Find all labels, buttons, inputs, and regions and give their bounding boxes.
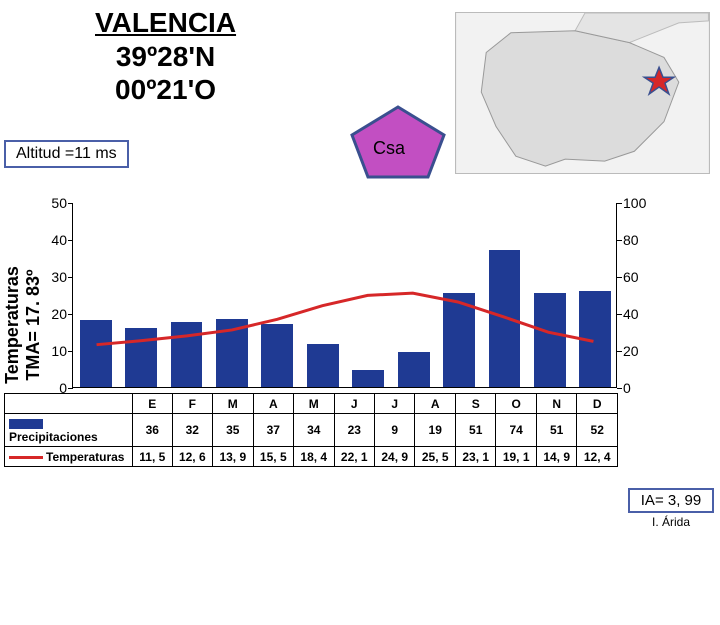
precip-cell: 36 (133, 414, 173, 447)
precip-cell: 9 (374, 414, 414, 447)
month-header: M (213, 394, 253, 414)
precip-cell: 35 (213, 414, 253, 447)
precip-cell: 74 (496, 414, 536, 447)
month-header: S (455, 394, 495, 414)
temp-cell: 12, 6 (172, 447, 212, 467)
precip-cell: 19 (415, 414, 455, 447)
month-header: E (133, 394, 173, 414)
month-header: F (172, 394, 212, 414)
precip-cell: 51 (536, 414, 576, 447)
altitud-box: Altitud =11 ms (4, 140, 129, 168)
temp-cell: 24, 9 (374, 447, 414, 467)
precip-bar (398, 352, 430, 387)
ia-box: IA= 3, 99 I. Árida (628, 488, 714, 529)
precip-bar (125, 328, 157, 387)
precip-bar (352, 370, 384, 387)
month-header: D (577, 394, 618, 414)
temp-cell: 13, 9 (213, 447, 253, 467)
precip-cell: 51 (455, 414, 495, 447)
month-header: J (334, 394, 374, 414)
plot-area: 01020304050020406080100 (72, 203, 617, 388)
location-lon: 00º21'O (95, 73, 236, 107)
title-block: VALENCIA 39º28'N 00º21'O (95, 6, 236, 107)
location-lat: 39º28'N (95, 40, 236, 74)
month-header: A (415, 394, 455, 414)
precip-cell: 23 (334, 414, 374, 447)
climograph: TemperaturasTMA= 17. 83º Precipitaciones… (0, 195, 720, 495)
month-header: O (496, 394, 536, 414)
month-header: M (294, 394, 334, 414)
temp-cell: 25, 5 (415, 447, 455, 467)
location-name: VALENCIA (95, 6, 236, 40)
temp-cell: 22, 1 (334, 447, 374, 467)
ia-sub: I. Árida (628, 515, 714, 529)
precip-bar (534, 293, 566, 387)
precip-bar (80, 320, 112, 387)
precip-cell: 32 (172, 414, 212, 447)
temp-cell: 23, 1 (455, 447, 495, 467)
precip-bar (307, 344, 339, 387)
temp-cell: 18, 4 (294, 447, 334, 467)
precip-bar (216, 319, 248, 387)
legend-precip: Precipitaciones (5, 414, 133, 447)
precip-cell: 52 (577, 414, 618, 447)
precip-bar (443, 293, 475, 387)
month-header: J (374, 394, 414, 414)
koppen-code: Csa (373, 138, 405, 159)
precip-cell: 37 (253, 414, 293, 447)
legend-temp: Temperaturas (5, 447, 133, 467)
temp-cell: 19, 1 (496, 447, 536, 467)
precip-bar (579, 291, 611, 387)
month-header: A (253, 394, 293, 414)
map-spain (455, 12, 710, 174)
month-header: N (536, 394, 576, 414)
header: VALENCIA 39º28'N 00º21'O Altitud =11 ms … (0, 0, 720, 185)
ia-value: IA= 3, 99 (628, 488, 714, 513)
temp-cell: 12, 4 (577, 447, 618, 467)
precip-cell: 34 (294, 414, 334, 447)
precip-bar (489, 250, 521, 387)
temp-cell: 15, 5 (253, 447, 293, 467)
temp-cell: 14, 9 (536, 447, 576, 467)
data-table: EFMAMJJASOND Precipitaciones363235373423… (4, 393, 618, 467)
precip-bar (171, 322, 203, 387)
precip-bar (261, 324, 293, 387)
temp-cell: 11, 5 (133, 447, 173, 467)
